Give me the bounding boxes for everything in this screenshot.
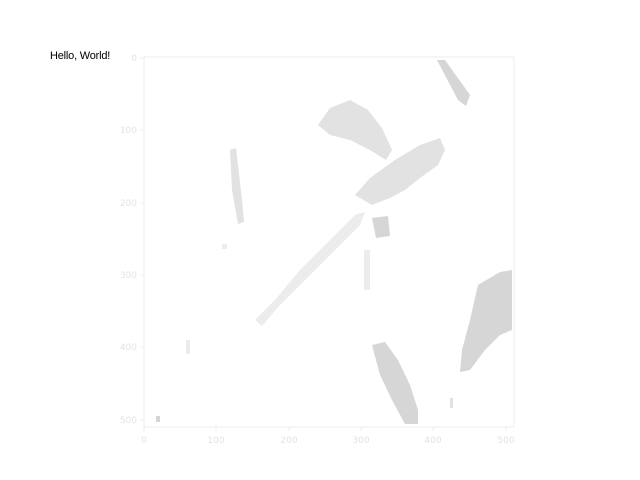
plot-frame — [143, 56, 515, 428]
image-hat-upper — [318, 100, 392, 160]
image-right-shape — [460, 270, 512, 372]
x-tick-label-500: 500 — [497, 436, 514, 446]
x-tick-label-400: 400 — [424, 436, 441, 446]
image-speck-5 — [364, 250, 370, 290]
x-axis: 0 100 200 300 400 500 — [141, 427, 515, 446]
y-tick-label-200: 200 — [120, 199, 137, 209]
x-tick-label-0: 0 — [141, 436, 147, 446]
y-tick-label-300: 300 — [120, 271, 137, 281]
image-bottom-shape — [372, 342, 418, 424]
image-speck-3 — [222, 244, 227, 249]
image-block — [372, 216, 390, 238]
image-left-sliver — [230, 148, 244, 224]
image-diagonal — [255, 212, 365, 326]
image-speck-4 — [186, 340, 190, 354]
image-streak-top-right — [437, 60, 470, 106]
y-axis: 0 100 200 300 400 500 — [120, 54, 144, 426]
image-speck-1 — [156, 416, 160, 422]
y-tick-label-100: 100 — [120, 126, 137, 136]
x-tick-label-300: 300 — [352, 436, 369, 446]
image-content — [156, 60, 512, 424]
x-tick-label-100: 100 — [207, 436, 224, 446]
image-speck-2 — [450, 398, 453, 408]
y-tick-label-500: 500 — [120, 416, 137, 426]
y-tick-label-400: 400 — [120, 343, 137, 353]
x-tick-label-200: 200 — [280, 436, 297, 446]
hello-world-label: Hello, World! — [50, 50, 111, 62]
y-tick-label-0: 0 — [131, 54, 137, 64]
image-hat-brim — [355, 138, 445, 205]
